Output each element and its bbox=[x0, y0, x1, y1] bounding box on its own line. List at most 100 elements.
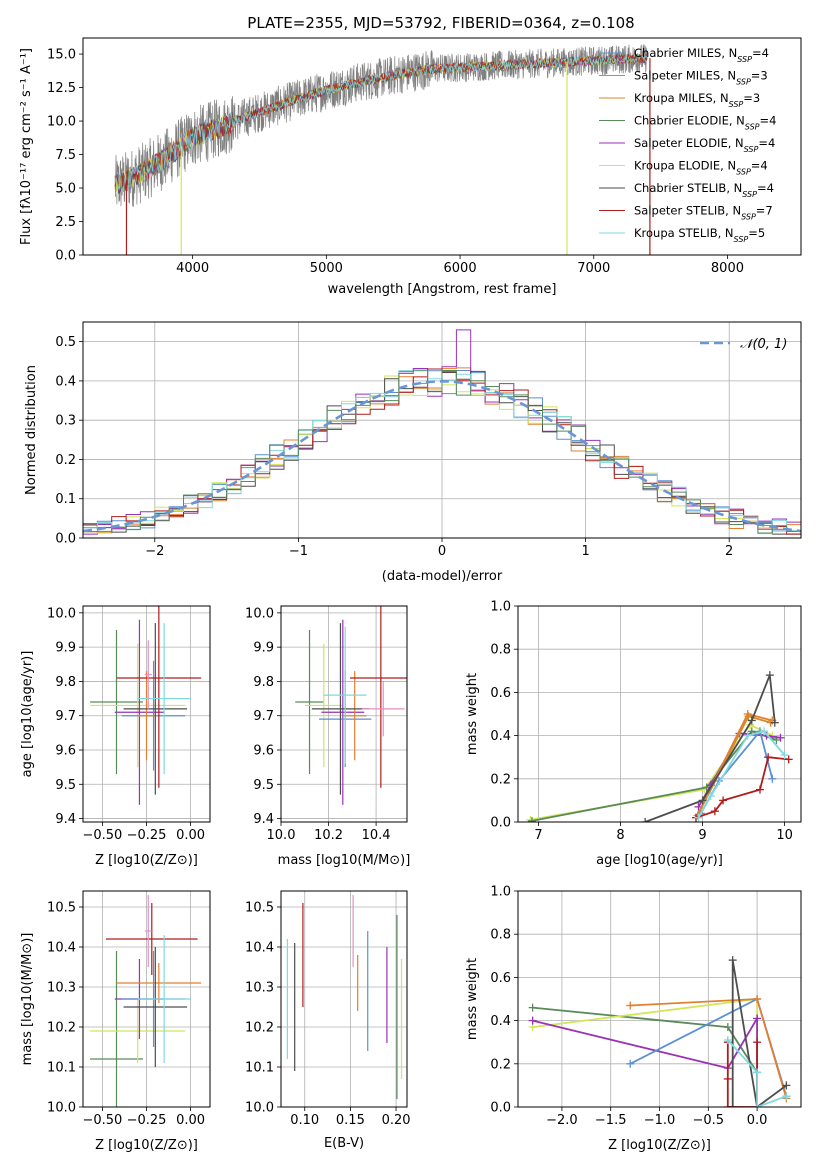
mass_vs_ebv-plot bbox=[286, 895, 403, 1099]
age_vs_Z-axes: −0.50 −0.25 0.00 9.4 9.5 9.6 9.7 9.8 9.9 10.0 Z [l… bbox=[20, 606, 210, 868]
figure-title: PLATE=2355, MJD=53792, FIBERID=0364, z=0… bbox=[247, 14, 634, 32]
y-tick-label: 0.0 bbox=[55, 532, 76, 547]
y-tick-label: 0.8 bbox=[490, 643, 511, 658]
x-tick-label: 4000 bbox=[176, 261, 209, 276]
x-tick-label: 5000 bbox=[310, 261, 343, 276]
gaussian-reference-line bbox=[83, 379, 801, 533]
legend-label: Kroupa ELODIE, NSSP=4 bbox=[634, 159, 768, 177]
y-tick-label: 10.3 bbox=[245, 981, 274, 996]
massweight_vs_age-plot bbox=[526, 671, 793, 822]
x-tick-label: −0.25 bbox=[127, 828, 167, 843]
y-tick-label: 9.6 bbox=[253, 744, 274, 759]
y-tick-label: 10.4 bbox=[245, 941, 274, 956]
x-tick-label: 0.00 bbox=[176, 828, 205, 843]
x-axis-label: (data-model)/error bbox=[382, 569, 503, 584]
y-tick-label: 0.6 bbox=[490, 971, 511, 986]
residuals-plot bbox=[83, 329, 801, 535]
x-tick-label: 0 bbox=[438, 544, 446, 559]
y-tick-label: 10.0 bbox=[47, 1101, 76, 1116]
residuals-frame bbox=[82, 321, 802, 539]
x-tick-label: 10 bbox=[776, 828, 793, 843]
y-tick-label: 9.8 bbox=[253, 675, 274, 690]
mass_vs_ebv-axes: 0.10 0.15 0.20 10.0 10.1 10.2 10.3 10.4 10.5 E(B-… bbox=[245, 891, 411, 1151]
mass-weight-series-line bbox=[644, 674, 776, 822]
y-tick-label: 10.0 bbox=[245, 606, 274, 621]
mass-weight-series-line bbox=[532, 1006, 758, 1073]
y-tick-label: 9.7 bbox=[55, 709, 76, 724]
x-tick-label: 8 bbox=[616, 828, 624, 843]
mass_vs_Z-frame bbox=[82, 890, 211, 1108]
x-tick-label: −2 bbox=[145, 544, 164, 559]
legend-label: Salpeter MILES, NSSP=3 bbox=[634, 69, 768, 87]
y-axis-label: mass weight bbox=[465, 958, 480, 1040]
y-tick-label: 10.3 bbox=[47, 981, 76, 996]
x-tick-label: 0.00 bbox=[176, 1113, 205, 1128]
y-tick-label: 10.0 bbox=[245, 1101, 274, 1116]
y-tick-label: 9.5 bbox=[253, 778, 274, 793]
x-tick-label: −0.50 bbox=[82, 828, 122, 843]
x-tick-label: −1 bbox=[289, 544, 308, 559]
x-tick-label: 10.4 bbox=[362, 828, 391, 843]
age_vs_Z-plot bbox=[90, 606, 202, 805]
y-tick-label: 9.9 bbox=[55, 641, 76, 656]
x-axis-label: age [log10(age/yr)] bbox=[596, 853, 723, 868]
y-tick-label: 9.6 bbox=[55, 744, 76, 759]
residuals-axes: −2 −1 0 1 2 0.0 0.1 0.2 0.3 0.4 0.5 (data-model)/er… bbox=[24, 322, 801, 584]
mass_vs_ebv-frame bbox=[280, 890, 408, 1108]
x-tick-label: 0.0 bbox=[747, 1113, 768, 1128]
y-tick-label: 0.1 bbox=[55, 492, 76, 507]
y-tick-label: 0.2 bbox=[55, 453, 76, 468]
x-axis-label: Z [log10(Z/Z⊙)] bbox=[608, 1138, 711, 1153]
y-tick-label: 2.5 bbox=[55, 215, 76, 230]
massweight_vs_Z-frame bbox=[517, 890, 802, 1108]
y-tick-label: 10.2 bbox=[47, 1021, 76, 1036]
y-tick-label: 10.1 bbox=[245, 1061, 274, 1076]
spectrum-frame bbox=[82, 37, 802, 256]
y-tick-label: 10.2 bbox=[245, 1021, 274, 1036]
x-axis-label: wavelength [Angstrom, rest frame] bbox=[328, 282, 557, 297]
x-axis-label: Z [log10(Z/Z⊙)] bbox=[95, 853, 198, 868]
y-tick-label: 0.6 bbox=[490, 686, 511, 701]
y-axis-label: Flux [fλ10⁻¹⁷ erg cm⁻² s⁻¹ A⁻¹] bbox=[19, 48, 34, 245]
x-tick-label: 10.0 bbox=[267, 828, 296, 843]
y-tick-label: 15.0 bbox=[47, 48, 76, 63]
y-tick-label: 9.4 bbox=[55, 812, 76, 827]
x-axis-label: Z [log10(Z/Z⊙)] bbox=[95, 1138, 198, 1153]
legend-label: Salpeter STELIB, NSSP=7 bbox=[634, 204, 773, 222]
y-axis-label: mass weight bbox=[465, 673, 480, 755]
massweight_vs_Z-plot bbox=[528, 956, 791, 1107]
legend-label: Kroupa STELIB, NSSP=5 bbox=[634, 226, 765, 244]
residuals-legend: 𝒩(0, 1) bbox=[700, 337, 787, 352]
age_vs_mass-frame bbox=[280, 605, 408, 823]
y-tick-label: 5.0 bbox=[55, 182, 76, 197]
y-tick-label: 0.8 bbox=[490, 928, 511, 943]
mass-weight-series-line bbox=[727, 1039, 787, 1107]
y-tick-label: 0.4 bbox=[490, 1014, 511, 1029]
mass_vs_Z-plot bbox=[90, 895, 202, 1107]
massweight_vs_Z-axes: −2.0 −1.5 −1.0 −0.5 0.0 0.0 0.2 0.4 0.6 0.8 1.0 Z [… bbox=[465, 885, 801, 1153]
y-tick-label: 1.0 bbox=[490, 600, 511, 615]
y-tick-label: 9.4 bbox=[253, 812, 274, 827]
x-tick-label: −0.50 bbox=[82, 1113, 122, 1128]
mass-weight-series-line bbox=[532, 1015, 758, 1107]
y-tick-label: 10.4 bbox=[47, 941, 76, 956]
massweight_vs_age-frame bbox=[517, 605, 802, 823]
legend-label: Chabrier STELIB, NSSP=4 bbox=[634, 181, 774, 199]
x-axis-label: E(B-V) bbox=[324, 1136, 364, 1151]
x-tick-label: −1.0 bbox=[644, 1113, 676, 1128]
age_vs_mass-plot bbox=[295, 606, 407, 805]
y-tick-label: 10.5 bbox=[245, 901, 274, 916]
spectrum-axes: 4000 5000 6000 7000 8000 0.0 2.5 5.0 7.5 10.0 12.5… bbox=[19, 48, 744, 297]
spectrum-legend: Chabrier MILES, NSSP=4 Salpeter MILES, NS… bbox=[599, 46, 776, 244]
x-tick-label: 0.10 bbox=[290, 1113, 319, 1128]
y-tick-label: 0.4 bbox=[490, 729, 511, 744]
x-tick-label: 6000 bbox=[444, 261, 477, 276]
y-axis-label: Normed distribution bbox=[24, 365, 39, 495]
x-tick-label: 1 bbox=[581, 544, 589, 559]
mass-weight-series-line bbox=[731, 959, 787, 1107]
x-tick-label: −1.5 bbox=[595, 1113, 627, 1128]
x-tick-label: −0.5 bbox=[693, 1113, 725, 1128]
legend-label: Chabrier MILES, NSSP=4 bbox=[634, 46, 769, 64]
y-axis-label: age [log10(age/yr)] bbox=[20, 651, 35, 778]
